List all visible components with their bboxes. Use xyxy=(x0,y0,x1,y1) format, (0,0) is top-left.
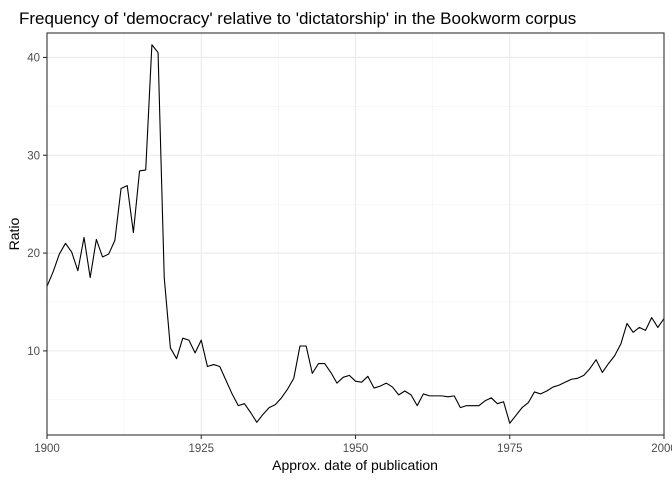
x-tick-label: 1925 xyxy=(188,443,214,455)
y-tick-label: 20 xyxy=(27,248,40,260)
x-tick-label: 2000 xyxy=(651,443,672,455)
y-tick-label: 30 xyxy=(27,150,40,162)
y-tick-label: 10 xyxy=(27,346,40,358)
ratio-line xyxy=(46,44,665,424)
x-axis: 1900 1925 1950 1975 2000 xyxy=(34,435,672,455)
y-tick-label: 40 xyxy=(27,52,40,64)
y-axis: 10 20 30 40 xyxy=(27,52,47,358)
x-tick-label: 1950 xyxy=(343,443,369,455)
chart-title: Frequency of 'democracy' relative to 'di… xyxy=(19,9,576,28)
x-tick-label: 1975 xyxy=(497,443,523,455)
x-axis-label: Approx. date of publication xyxy=(272,457,438,473)
x-tick-label: 1900 xyxy=(34,443,60,455)
y-axis-label: Ratio xyxy=(6,217,22,250)
